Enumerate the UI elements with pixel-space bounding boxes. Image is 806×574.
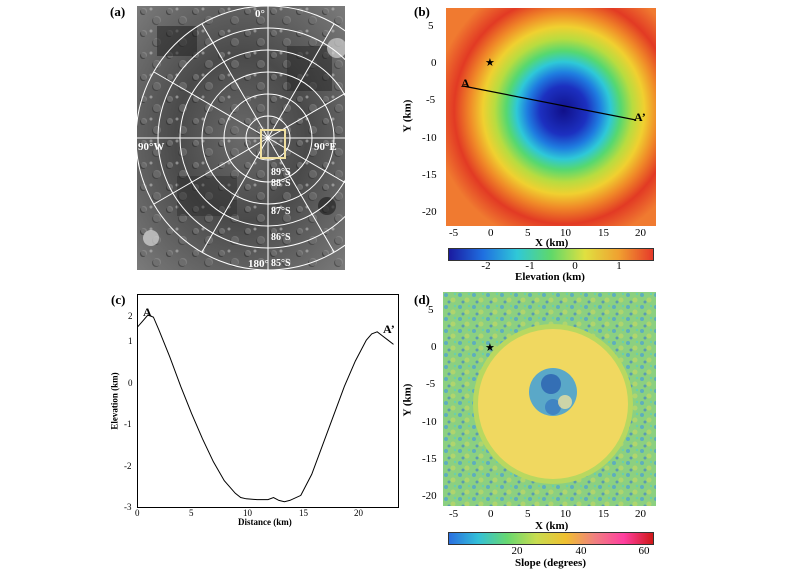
xtick-c: 5 (189, 508, 194, 518)
xlabel-b: X (km) (535, 237, 569, 249)
xtick-d: -5 (449, 508, 459, 520)
ytick-b: 5 (428, 20, 434, 32)
lon-label-0: 0° (255, 8, 265, 20)
ytick-c: -3 (124, 502, 132, 512)
ylabel-c: Elevation (km) (109, 372, 120, 430)
star-marker-d: ★ (485, 342, 495, 354)
slope-map (443, 292, 656, 506)
lat-label-86: 86°S (271, 232, 291, 243)
xtick-c: 0 (135, 508, 140, 518)
profile-plot (136, 294, 399, 508)
elevation-map (446, 8, 656, 226)
ytick-b: 0 (431, 57, 437, 69)
xtick-c: 10 (243, 508, 252, 518)
xtick-b: -5 (449, 227, 459, 239)
xtick-b: 10 (560, 227, 571, 239)
xtick-d: 10 (560, 508, 571, 520)
cb-b-tick: -1 (525, 260, 535, 272)
lon-label-180: 180° (248, 258, 269, 270)
profile-start-label-c: A (143, 305, 152, 319)
profile-svg (136, 294, 399, 508)
lat-label-87: 87°S (271, 206, 291, 217)
cb-b-tick: 1 (616, 260, 622, 272)
ytick-d: 5 (428, 304, 434, 316)
lat-label-88: 88°S (271, 178, 291, 189)
xtick-d: 15 (598, 508, 609, 520)
ytick-c: -1 (124, 419, 132, 429)
ytick-b: -20 (422, 206, 437, 218)
xtick-b: 0 (488, 227, 494, 239)
slope-colorbar (448, 532, 654, 545)
profile-line-overlay (462, 85, 637, 121)
ytick-b: -5 (426, 94, 436, 106)
xlabel-d: X (km) (535, 520, 569, 532)
colorbar-d-label: Slope (degrees) (515, 557, 586, 569)
profile-end-label: A’ (634, 110, 646, 124)
cb-b-tick: 0 (572, 260, 578, 272)
ytick-c: -2 (124, 461, 132, 471)
ytick-c: 2 (128, 311, 133, 321)
panel-b-label: (b) (414, 4, 430, 19)
lat-label-89: 89°S (271, 167, 291, 178)
profile-line-a-a (462, 85, 637, 121)
lon-label-90w: 90°W (138, 141, 165, 153)
ytick-c: 0 (128, 378, 133, 388)
ytick-d: -15 (422, 453, 437, 465)
xtick-b: 20 (635, 227, 646, 239)
cb-d-tick: 40 (575, 545, 587, 557)
xtick-c: 15 (299, 508, 308, 518)
xlabel-c: Distance (km) (238, 517, 292, 527)
cb-d-tick: 20 (511, 545, 523, 557)
panel-d-label: (d) (414, 292, 430, 307)
xtick-c: 20 (354, 508, 363, 518)
ytick-d: -5 (426, 378, 436, 390)
ytick-c: 1 (128, 336, 133, 346)
ytick-d: 0 (431, 341, 437, 353)
study-area-box (260, 129, 286, 159)
xtick-b: 5 (525, 227, 531, 239)
panel-c-label: (c) (111, 292, 126, 307)
ytick-d: -20 (422, 490, 437, 502)
cb-d-tick: 60 (638, 545, 650, 557)
xtick-d: 0 (488, 508, 494, 520)
lon-label-90e: 90°E (314, 141, 337, 153)
cb-b-tick: -2 (481, 260, 491, 272)
profile-series-line (136, 314, 394, 503)
profile-end-label-c: A’ (383, 322, 395, 336)
xtick-b: 15 (598, 227, 609, 239)
xtick-d: 20 (635, 508, 646, 520)
ytick-b: -10 (422, 132, 437, 144)
panel-a-label: (a) (110, 4, 126, 19)
ytick-b: -15 (422, 169, 437, 181)
lunar-polar-image (135, 5, 401, 271)
ylabel-d: Y (km) (401, 383, 414, 417)
ytick-d: -10 (422, 416, 437, 428)
xtick-d: 5 (525, 508, 531, 520)
ylabel-b: Y (km) (401, 99, 414, 133)
star-marker-b: ★ (485, 57, 495, 69)
elevation-colorbar (448, 248, 654, 261)
lat-label-85: 85°S (271, 258, 291, 269)
colorbar-b-label: Elevation (km) (515, 271, 585, 283)
polar-grid-map (135, 5, 401, 271)
profile-start-label: A (461, 76, 470, 90)
